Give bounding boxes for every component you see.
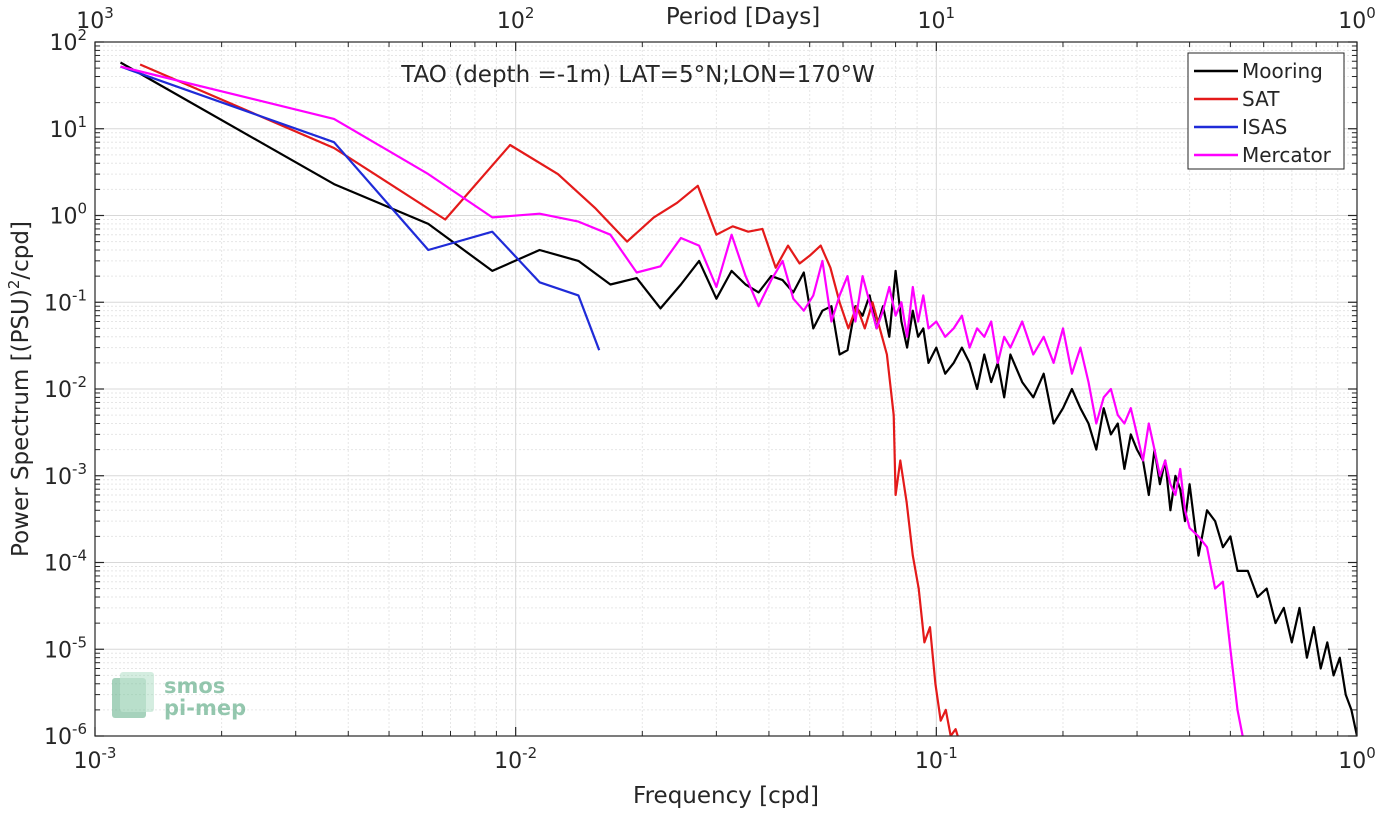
y-tick-base: 10 <box>44 638 72 663</box>
y-tick-exponent: 0 <box>77 200 87 218</box>
x-axis-label: Frequency [cpd] <box>633 783 819 809</box>
y-tick-exponent: -3 <box>72 460 87 478</box>
y-tick-exponent: -1 <box>72 286 87 304</box>
y-tick-label: 10-6 <box>44 720 87 750</box>
x-tick-label: 100 <box>1338 744 1376 774</box>
top-tick-label: 101 <box>918 4 956 34</box>
legend: Mooring SAT ISAS Mercator <box>1187 52 1345 170</box>
series-line-sat <box>139 63 959 736</box>
x-tick-exponent: -1 <box>943 744 958 762</box>
top-tick-exponent: 0 <box>1366 4 1376 22</box>
top-tick-exponent: 2 <box>525 4 535 22</box>
y-tick-base: 10 <box>44 378 72 403</box>
y-axis-label: Power Spectrum [(PSU)2/cpd] <box>5 221 34 557</box>
top-tick-label: 103 <box>76 4 114 34</box>
y-tick-base: 10 <box>49 118 77 143</box>
y-tick-exponent: -6 <box>72 720 87 738</box>
y-tick-base: 10 <box>49 205 77 230</box>
y-tick-label: 102 <box>49 26 87 56</box>
legend-box <box>1187 52 1345 170</box>
y-axis-label-sup: 2 <box>5 280 23 290</box>
series-line-mooring <box>119 61 1357 736</box>
legend-label-mercator: Mercator <box>1242 143 1332 167</box>
logo-mark-shadow <box>120 672 154 712</box>
legend-label-sat: SAT <box>1242 87 1280 111</box>
x-tick-base: 10 <box>915 749 943 774</box>
series-layer <box>119 61 1357 736</box>
y-tick-label: 10-5 <box>44 633 87 663</box>
y-tick-base: 10 <box>44 552 72 577</box>
top-tick-base: 10 <box>1338 9 1366 34</box>
y-tick-exponent: -5 <box>72 633 87 651</box>
y-tick-exponent: 1 <box>77 113 87 131</box>
y-tick-base: 10 <box>44 725 72 750</box>
x-tick-base: 10 <box>74 749 102 774</box>
y-tick-base: 10 <box>49 31 77 56</box>
x-tick-label: 10-1 <box>915 744 958 774</box>
y-tick-exponent: -4 <box>72 547 87 565</box>
x-tick-base: 10 <box>494 749 522 774</box>
y-tick-label: 101 <box>49 113 87 143</box>
x-tick-exponent: -2 <box>522 744 537 762</box>
tick-marks <box>94 41 1358 737</box>
legend-label-isas: ISAS <box>1242 115 1287 139</box>
y-tick-exponent: 2 <box>77 26 87 44</box>
y-tick-base: 10 <box>44 465 72 490</box>
x-tick-label: 10-2 <box>494 744 537 774</box>
series-line-isas <box>120 65 601 351</box>
y-tick-label: 10-3 <box>44 460 87 490</box>
y-axis-label-tail: /cpd] <box>8 221 34 280</box>
smos-pimep-logo: smos pi-mep <box>112 672 246 720</box>
series-line-mercator <box>120 65 1244 736</box>
x-tick-exponent: -3 <box>102 744 117 762</box>
y-tick-label: 10-2 <box>44 373 87 403</box>
top-tick-label: 102 <box>497 4 535 34</box>
top-axis-label: Period [Days] <box>666 4 820 30</box>
y-tick-label: 10-1 <box>44 286 87 316</box>
top-tick-exponent: 1 <box>946 4 956 22</box>
logo-text-smos: smos <box>164 674 225 698</box>
y-axis-label-main: Power Spectrum [(PSU) <box>8 289 34 557</box>
y-tick-label: 100 <box>49 200 87 230</box>
top-tick-exponent: 3 <box>104 4 114 22</box>
chart-title: TAO (depth =-1m) LAT=5°N;LON=170°W <box>400 62 875 88</box>
y-tick-label: 10-4 <box>44 547 87 577</box>
y-tick-base: 10 <box>44 291 72 316</box>
top-tick-label: 100 <box>1338 4 1376 34</box>
x-tick-exponent: 0 <box>1366 744 1376 762</box>
y-tick-exponent: -2 <box>72 373 87 391</box>
top-tick-base: 10 <box>497 9 525 34</box>
top-tick-base: 10 <box>76 9 104 34</box>
logo-text-pimep: pi-mep <box>164 696 246 720</box>
major-grid <box>94 41 1358 737</box>
x-tick-label: 10-3 <box>74 744 117 774</box>
top-tick-base: 10 <box>918 9 946 34</box>
x-tick-base: 10 <box>1338 749 1366 774</box>
logo-mark <box>112 678 146 718</box>
legend-label-mooring: Mooring <box>1242 59 1323 83</box>
